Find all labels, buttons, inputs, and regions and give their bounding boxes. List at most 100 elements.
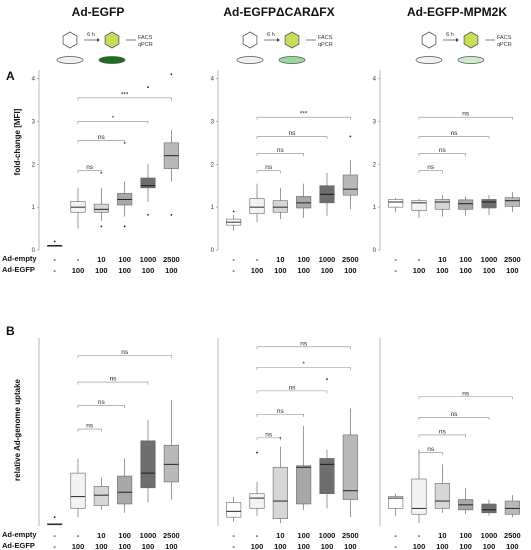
significance-label: ns bbox=[265, 164, 273, 171]
row-label-ad-empty-a: Ad-empty bbox=[2, 254, 37, 263]
condition-value: 2500 bbox=[504, 531, 521, 540]
box bbox=[140, 440, 156, 489]
significance-bracket bbox=[77, 121, 149, 124]
outlier-point bbox=[53, 516, 56, 519]
y-tick-label: 0 bbox=[373, 248, 377, 254]
significance-label: ns bbox=[439, 428, 447, 435]
box bbox=[342, 434, 358, 500]
significance-bracket bbox=[418, 452, 443, 456]
condition-value: - bbox=[256, 531, 259, 540]
box bbox=[504, 197, 520, 207]
outlier-point bbox=[349, 135, 352, 138]
significance-label: * bbox=[302, 361, 305, 368]
readout-qpcr: qPCR bbox=[497, 42, 512, 48]
box bbox=[411, 478, 427, 515]
infected-dish-icon bbox=[457, 56, 485, 64]
boxplot-A-3: 0 1 2 3 4 ns ns ns ns - - 10 100 1000 2500 - 100 100 100 10… bbox=[373, 70, 521, 275]
box bbox=[434, 483, 450, 509]
significance-bracket bbox=[256, 414, 304, 417]
condition-value: 100 bbox=[344, 266, 357, 275]
condition-value: 100 bbox=[251, 542, 264, 550]
box bbox=[458, 199, 474, 210]
condition-value: 100 bbox=[506, 542, 519, 550]
condition-value: 100 bbox=[459, 266, 472, 275]
significance-label: * bbox=[112, 115, 115, 122]
condition-value: 10 bbox=[97, 255, 105, 264]
box bbox=[481, 503, 497, 514]
time-label: 6 h bbox=[446, 32, 454, 38]
infected-virus-icon bbox=[463, 31, 479, 49]
condition-value: 100 bbox=[321, 266, 334, 275]
significance-label: ns bbox=[289, 384, 297, 391]
y-axis-label-panel-b: relative Ad-genome uptake bbox=[13, 378, 22, 481]
box bbox=[226, 502, 242, 518]
significance-label: *** bbox=[121, 91, 129, 98]
condition-value: - bbox=[256, 255, 259, 264]
significance-bracket bbox=[418, 136, 490, 139]
significance-label: ns bbox=[277, 408, 285, 415]
row-label-ad-egfp-a: Ad-EGFP bbox=[2, 265, 35, 274]
condition-value: 10 bbox=[276, 531, 284, 540]
arrowhead-icon bbox=[97, 38, 100, 42]
significance-label: ns bbox=[451, 411, 459, 418]
condition-value: 100 bbox=[274, 266, 287, 275]
condition-value: - bbox=[418, 531, 421, 540]
condition-value: 100 bbox=[436, 266, 449, 275]
condition-value: - bbox=[232, 266, 235, 275]
condition-value: 100 bbox=[142, 266, 155, 275]
condition-value: 100 bbox=[483, 542, 496, 550]
title-ad-egfp-dcar-dfx: Ad-EGFPΔCARΔFX bbox=[223, 5, 334, 19]
significance-bracket bbox=[418, 417, 490, 420]
condition-value: 100 bbox=[459, 531, 472, 540]
y-tick-label: 3 bbox=[211, 119, 215, 125]
box bbox=[296, 196, 312, 209]
box bbox=[342, 174, 358, 196]
condition-value: 100 bbox=[274, 542, 287, 550]
infected-dish-icon bbox=[98, 56, 126, 64]
condition-value: 100 bbox=[297, 266, 310, 275]
condition-value: 100 bbox=[72, 266, 85, 275]
significance-bracket bbox=[418, 396, 513, 400]
significance-bracket bbox=[418, 170, 443, 174]
condition-value: 100 bbox=[297, 542, 310, 550]
condition-value: 100 bbox=[118, 531, 131, 540]
condition-value: 100 bbox=[413, 542, 426, 550]
y-tick-label: 2 bbox=[373, 162, 377, 168]
condition-value: 1000 bbox=[140, 531, 157, 540]
significance-label: *** bbox=[300, 111, 308, 118]
significance-label: ns bbox=[289, 130, 297, 137]
significance-bracket bbox=[418, 434, 466, 438]
significance-bracket bbox=[77, 170, 102, 174]
box bbox=[272, 200, 288, 213]
y-tick-label: 0 bbox=[211, 248, 215, 254]
significance-label: ns bbox=[98, 399, 106, 406]
time-label: 6 h bbox=[87, 32, 95, 38]
title-ad-egfp-mpm2k: Ad-EGFP-MPM2K bbox=[407, 5, 507, 19]
box bbox=[296, 465, 312, 505]
condition-value: 1000 bbox=[319, 531, 336, 540]
condition-value: 100 bbox=[118, 542, 131, 550]
significance-bracket bbox=[77, 355, 172, 359]
readout-facs: FACS bbox=[138, 35, 153, 41]
significance-label: ns bbox=[86, 164, 94, 171]
readout-qpcr: qPCR bbox=[138, 42, 153, 48]
y-tick-label: 1 bbox=[211, 205, 215, 211]
condition-value: - bbox=[77, 255, 80, 264]
condition-value: 10 bbox=[97, 531, 105, 540]
condition-value: - bbox=[53, 255, 56, 264]
condition-value: - bbox=[418, 255, 421, 264]
outlier-point bbox=[53, 240, 56, 243]
virus-particle-icon bbox=[62, 31, 78, 49]
significance-label: ns bbox=[98, 134, 106, 141]
significance-bracket bbox=[256, 116, 351, 120]
virus-particle-icon bbox=[421, 31, 437, 49]
boxplot-B-2: ns ns ns * ns - - 10 100 1000 2500 - 100 100 100 100 100 bbox=[217, 338, 359, 550]
condition-value: 100 bbox=[413, 266, 426, 275]
condition-value: - bbox=[77, 531, 80, 540]
y-tick-label: 2 bbox=[211, 162, 215, 168]
box bbox=[504, 500, 520, 515]
condition-value: 100 bbox=[142, 542, 155, 550]
significance-label: ns bbox=[277, 147, 285, 154]
